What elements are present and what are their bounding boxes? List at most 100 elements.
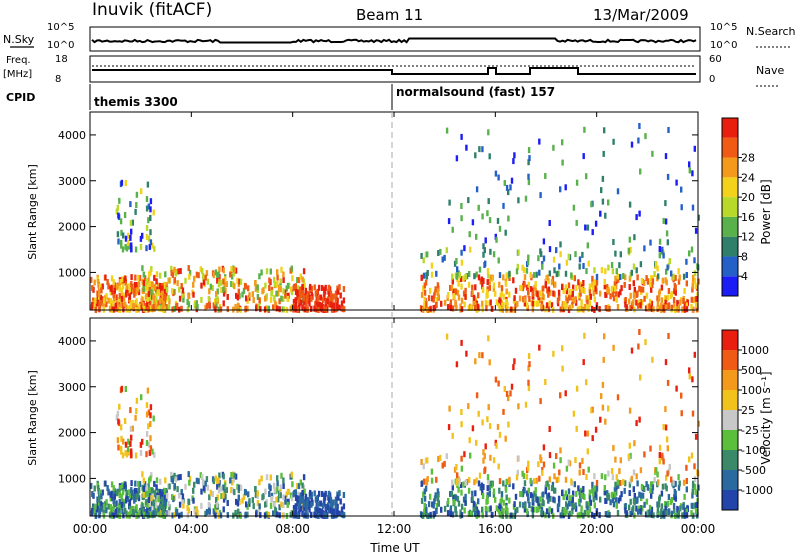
echo-cell [521,491,525,498]
echo-cell [440,506,443,513]
echo-cell [600,393,603,400]
echo-cell [222,484,225,491]
echo-cell [105,293,108,300]
echo-cell [161,293,164,300]
echo-cell [178,501,182,508]
echo-cell [215,291,218,297]
echo-cell [471,219,475,226]
echo-cell [201,268,204,274]
echo-cell [632,497,636,504]
echo-cell [502,508,505,515]
echo-cell [510,383,514,390]
echo-cell [303,512,307,519]
echo-cell [557,476,560,483]
echo-cell [504,435,507,442]
echo-cell [282,296,285,302]
echo-cell [133,487,137,494]
echo-cell [323,305,326,312]
echo-cell [564,184,567,191]
echo-cell [298,289,302,296]
echo-cell [617,497,620,504]
echo-cell [656,512,659,518]
echo-cell [128,283,131,290]
echo-cell [180,283,183,289]
echo-cell [314,496,318,503]
echo-cell [536,291,539,298]
echo-cell [180,305,183,312]
echo-cell [98,283,102,290]
echo-cell [540,457,543,464]
echo-cell [619,289,622,296]
echo-cell [660,490,664,497]
echo-cell [455,273,458,280]
echo-cell [205,303,209,309]
echo-cell [121,482,124,489]
echo-cell [661,246,664,253]
echo-cell [580,505,583,512]
echo-cell [177,474,180,481]
echo-cell [598,512,601,519]
echo-cell [608,511,611,518]
echo-cell [107,489,110,496]
echo-cell [693,351,696,358]
power-panel-frame [89,111,699,311]
echo-cell [135,288,138,295]
echo-cell [677,268,680,275]
echo-cell [314,290,318,297]
echo-cell [535,506,539,513]
echo-cell [477,498,480,505]
echo-cell [114,302,117,309]
echo-cell [257,509,261,516]
echo-cell [197,272,200,279]
echo-cell [430,262,434,269]
echo-cell [677,278,681,285]
echo-cell [500,505,503,512]
echo-cell [643,486,646,492]
echo-cell [674,289,677,296]
echo-cell [320,512,323,519]
echo-cell [329,507,332,514]
echo-cell [331,504,334,511]
echo-cell [309,283,312,290]
echo-cell [112,279,115,286]
echo-cell [110,481,114,488]
echo-cell [520,490,523,497]
echo-cell [90,482,93,489]
echo-cell [474,152,477,159]
echo-cell [161,297,164,304]
echo-cell [254,280,257,287]
echo-cell [424,279,428,286]
echo-cell [484,299,488,306]
echo-cell [173,472,176,479]
echo-cell [300,505,303,512]
echo-cell [578,263,581,270]
echo-cell [267,305,271,312]
echo-cell [323,500,326,507]
echo-cell [599,290,602,297]
echo-cell [233,489,236,496]
echo-cell [554,281,557,288]
echo-cell [217,281,221,288]
echo-cell [216,295,219,302]
echo-cell [460,259,464,266]
echo-cell [500,496,503,503]
echo-cell [494,170,498,177]
echo-cell [655,467,658,474]
echo-cell [181,498,184,505]
echo-cell [693,483,697,490]
echo-cell [146,488,149,495]
echo-cell [226,512,229,519]
echo-cell [216,277,219,284]
echo-cell [222,286,225,293]
echo-cell [301,496,305,503]
echo-cell [118,297,121,304]
echo-cell [613,281,617,288]
echo-cell [633,492,636,499]
echo-cell [664,424,668,431]
echo-cell [206,484,209,491]
echo-cell [285,491,288,498]
echo-cell [526,490,529,497]
echo-cell [451,511,455,518]
echo-cell [601,381,605,388]
echo-cell [504,504,508,511]
